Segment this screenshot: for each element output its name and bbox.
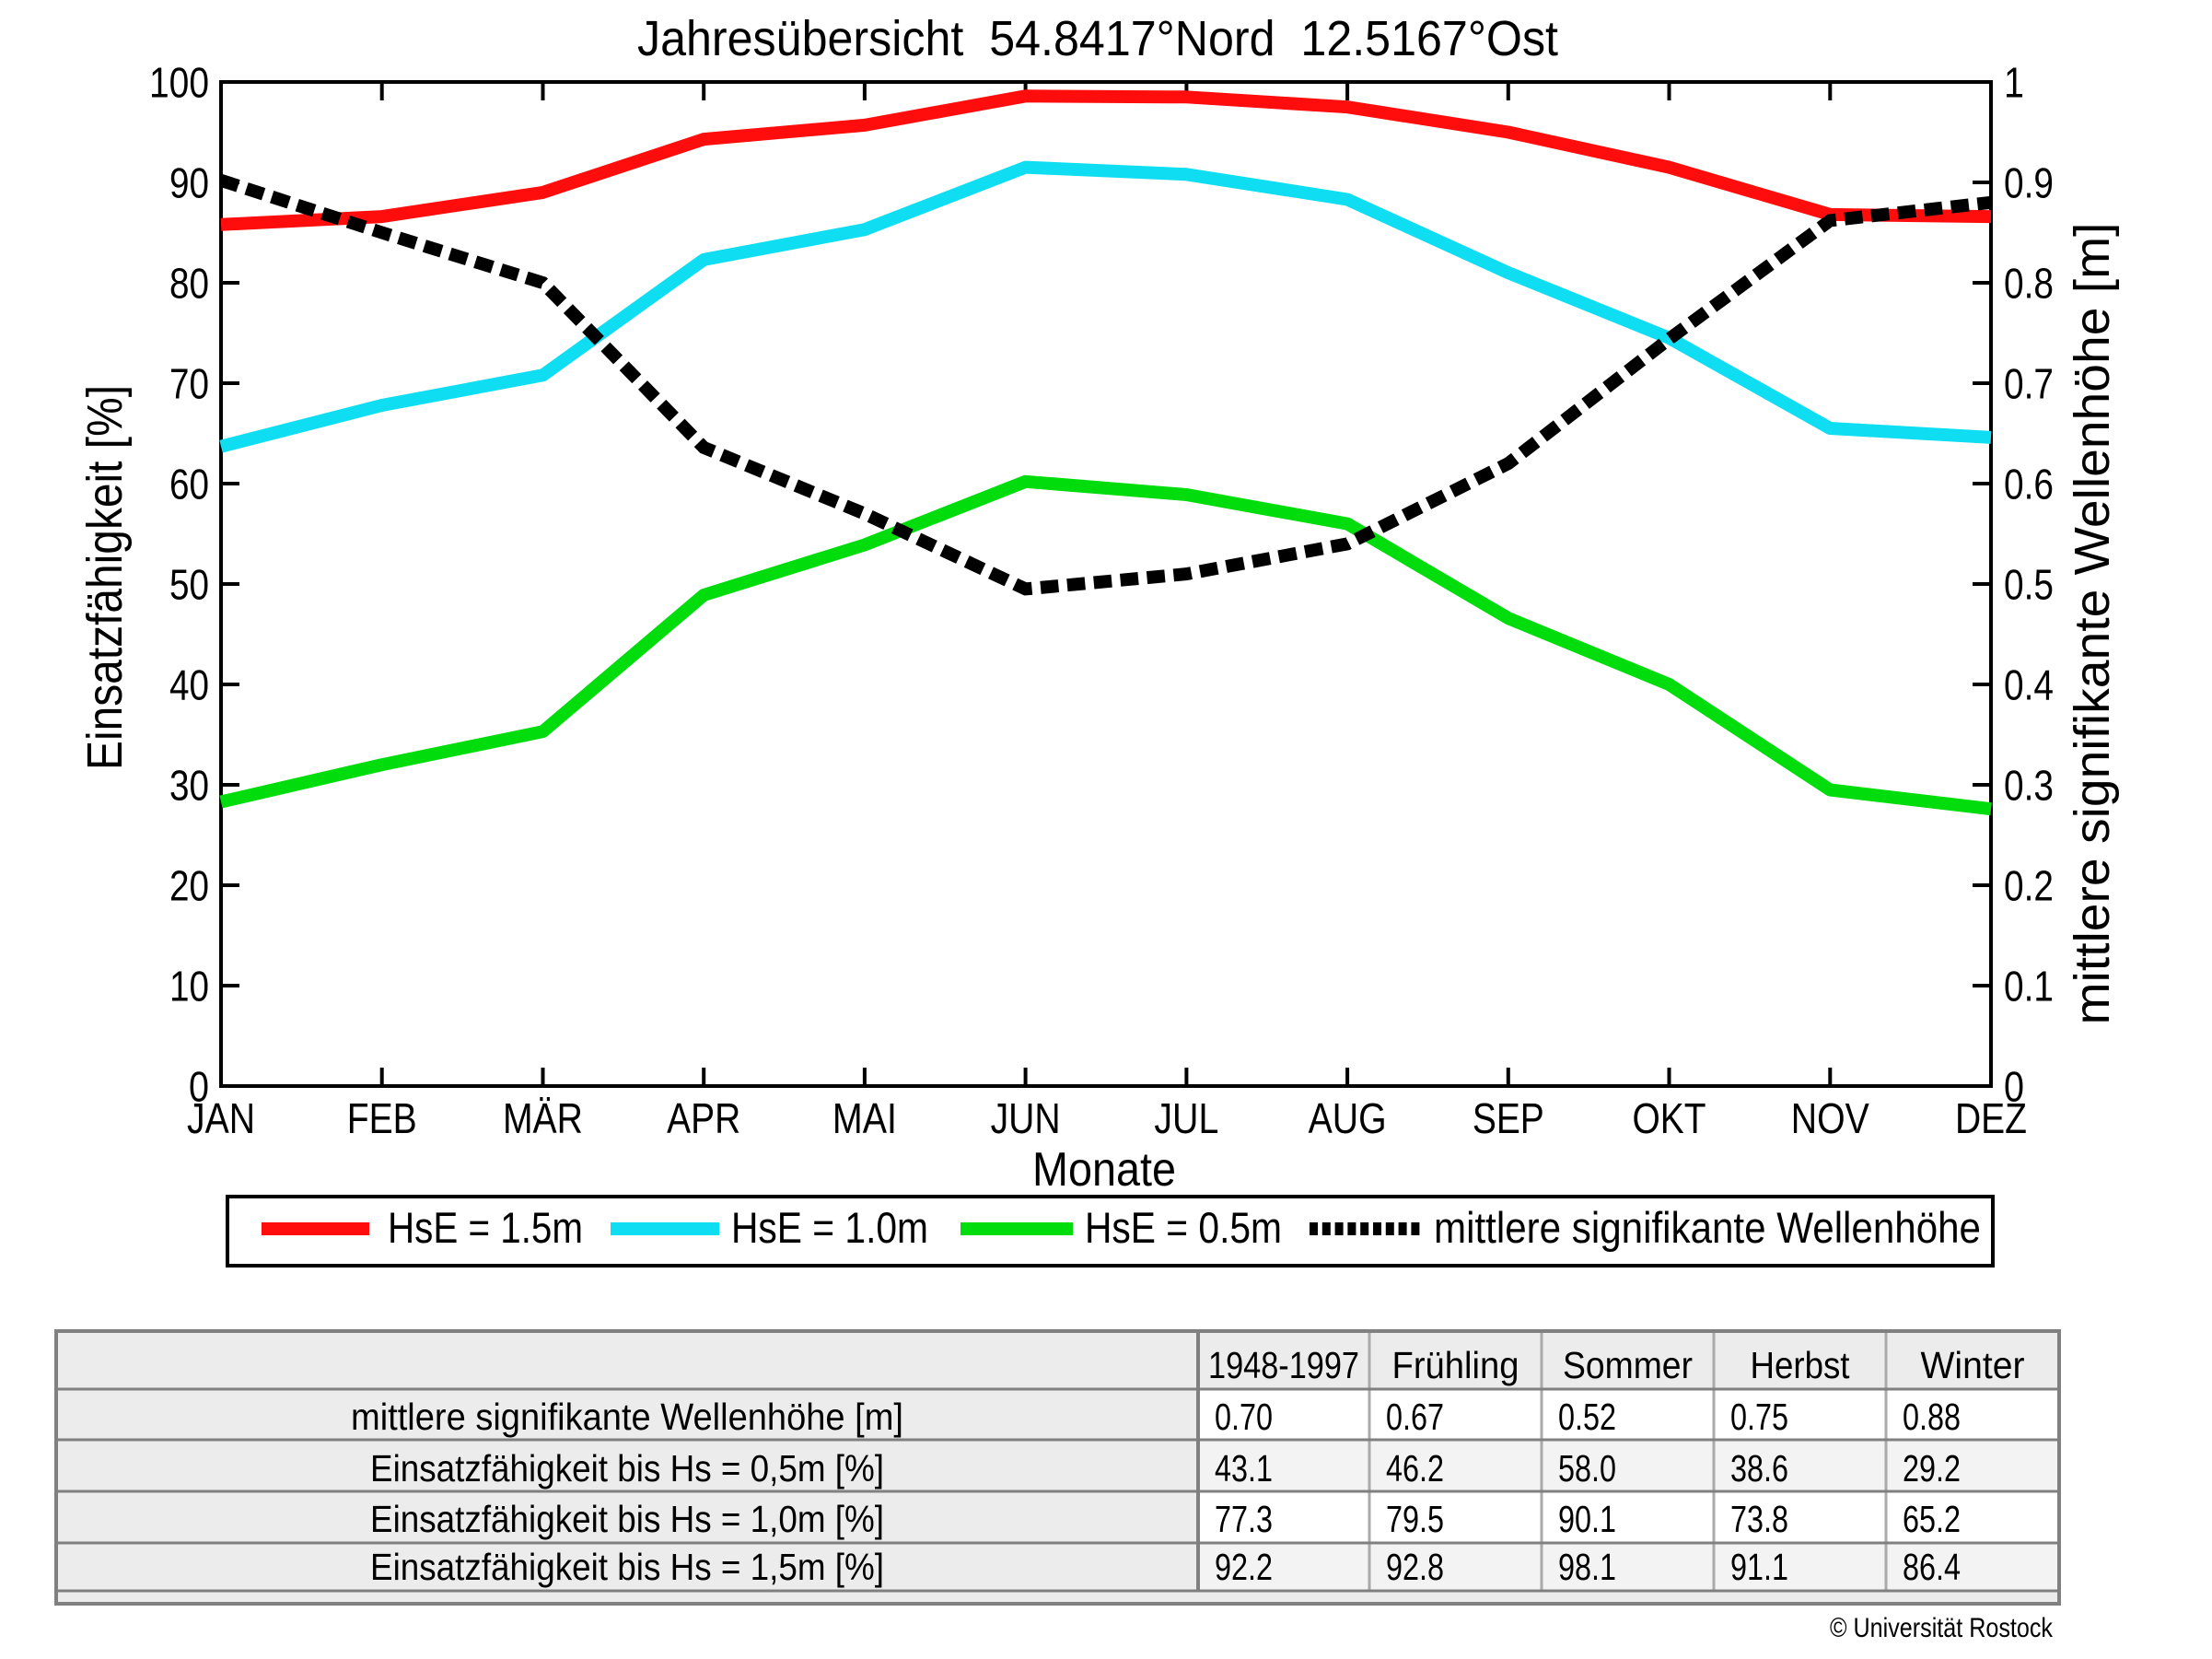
svg-text:65.2: 65.2 <box>1903 1498 1961 1540</box>
svg-text:1: 1 <box>2004 59 2024 107</box>
svg-text:91.1: 91.1 <box>1730 1546 1788 1588</box>
svg-text:0.67: 0.67 <box>1386 1396 1444 1438</box>
svg-text:Einsatzfähigkeit bis Hs = 1,5m: Einsatzfähigkeit bis Hs = 1,5m [%] <box>370 1546 884 1588</box>
svg-text:JAN: JAN <box>187 1094 255 1142</box>
svg-text:30: 30 <box>169 762 209 810</box>
svg-text:0.52: 0.52 <box>1558 1396 1616 1438</box>
svg-text:43.1: 43.1 <box>1215 1447 1273 1490</box>
svg-text:0.3: 0.3 <box>2004 762 2054 810</box>
svg-text:100: 100 <box>149 59 209 107</box>
svg-text:Einsatzfähigkeit bis Hs = 1,0m: Einsatzfähigkeit bis Hs = 1,0m [%] <box>370 1498 884 1540</box>
svg-text:Jahresübersicht 54.8417°Nord: Jahresübersicht 54.8417°Nord 12.5167°Ost <box>637 11 1558 66</box>
svg-text:0.6: 0.6 <box>2004 461 2054 508</box>
svg-text:0: 0 <box>2004 1063 2024 1111</box>
svg-text:Einsatzfähigkeit [%]: Einsatzfähigkeit [%] <box>77 385 133 770</box>
svg-text:86.4: 86.4 <box>1903 1546 1961 1588</box>
svg-text:Winter: Winter <box>1921 1344 2025 1386</box>
svg-text:MAI: MAI <box>832 1094 897 1142</box>
svg-text:JUL: JUL <box>1154 1094 1218 1142</box>
svg-text:HsE = 0.5m: HsE = 0.5m <box>1085 1203 1282 1252</box>
svg-text:MÄR: MÄR <box>503 1094 583 1142</box>
svg-text:70: 70 <box>169 360 209 408</box>
svg-text:0.88: 0.88 <box>1903 1396 1961 1438</box>
svg-text:Frühling: Frühling <box>1392 1344 1519 1386</box>
svg-text:HsE = 1.5m: HsE = 1.5m <box>388 1203 583 1252</box>
svg-text:mittlere signifikante Wellenhö: mittlere signifikante Wellenhöhe <box>1434 1203 1981 1252</box>
svg-text:1948-1997: 1948-1997 <box>1208 1344 1359 1386</box>
svg-text:Herbst: Herbst <box>1751 1344 1851 1386</box>
svg-text:mittlere signifikante Wellenhö: mittlere signifikante Wellenhöhe [m] <box>351 1396 903 1438</box>
svg-text:© Universität Rostock: © Universität Rostock <box>1830 1613 2054 1643</box>
svg-text:38.6: 38.6 <box>1730 1447 1788 1490</box>
svg-text:0.1: 0.1 <box>2004 963 2054 1011</box>
svg-text:58.0: 58.0 <box>1558 1447 1616 1490</box>
svg-text:FEB: FEB <box>347 1094 417 1142</box>
svg-text:APR: APR <box>667 1094 740 1142</box>
svg-text:0.7: 0.7 <box>2004 360 2054 408</box>
svg-text:Sommer: Sommer <box>1563 1344 1693 1386</box>
svg-text:0.5: 0.5 <box>2004 561 2054 609</box>
svg-text:Monate: Monate <box>1032 1143 1176 1197</box>
svg-text:0.70: 0.70 <box>1215 1396 1273 1438</box>
svg-text:29.2: 29.2 <box>1903 1447 1961 1490</box>
svg-text:DEZ: DEZ <box>1955 1094 2027 1142</box>
svg-text:90.1: 90.1 <box>1558 1498 1616 1540</box>
svg-text:50: 50 <box>169 561 209 609</box>
svg-text:NOV: NOV <box>1791 1094 1869 1142</box>
svg-text:79.5: 79.5 <box>1386 1498 1444 1540</box>
svg-text:OKT: OKT <box>1633 1094 1706 1142</box>
svg-text:80: 80 <box>169 260 209 308</box>
svg-text:Einsatzfähigkeit bis Hs = 0,5m: Einsatzfähigkeit bis Hs = 0,5m [%] <box>370 1447 884 1490</box>
svg-text:46.2: 46.2 <box>1386 1447 1444 1490</box>
svg-text:73.8: 73.8 <box>1730 1498 1788 1540</box>
svg-text:mittlere signifikante Wellenhö: mittlere signifikante Wellenhöhe [m] <box>2065 223 2120 1025</box>
svg-text:77.3: 77.3 <box>1215 1498 1273 1540</box>
svg-text:10: 10 <box>169 963 209 1011</box>
svg-text:SEP: SEP <box>1473 1094 1544 1142</box>
svg-text:JUN: JUN <box>991 1094 1061 1142</box>
svg-text:0.75: 0.75 <box>1730 1396 1788 1438</box>
svg-text:HsE = 1.0m: HsE = 1.0m <box>731 1203 928 1252</box>
svg-text:92.8: 92.8 <box>1386 1546 1444 1588</box>
svg-text:98.1: 98.1 <box>1558 1546 1616 1588</box>
svg-text:20: 20 <box>169 862 209 910</box>
svg-text:40: 40 <box>169 661 209 709</box>
svg-text:92.2: 92.2 <box>1215 1546 1273 1588</box>
svg-text:60: 60 <box>169 461 209 508</box>
svg-text:AUG: AUG <box>1309 1094 1387 1142</box>
svg-text:0.9: 0.9 <box>2004 159 2054 207</box>
svg-text:0: 0 <box>189 1063 209 1111</box>
svg-text:0.8: 0.8 <box>2004 260 2054 308</box>
svg-text:0.2: 0.2 <box>2004 862 2054 910</box>
svg-text:90: 90 <box>169 159 209 207</box>
svg-text:0.4: 0.4 <box>2004 661 2054 709</box>
